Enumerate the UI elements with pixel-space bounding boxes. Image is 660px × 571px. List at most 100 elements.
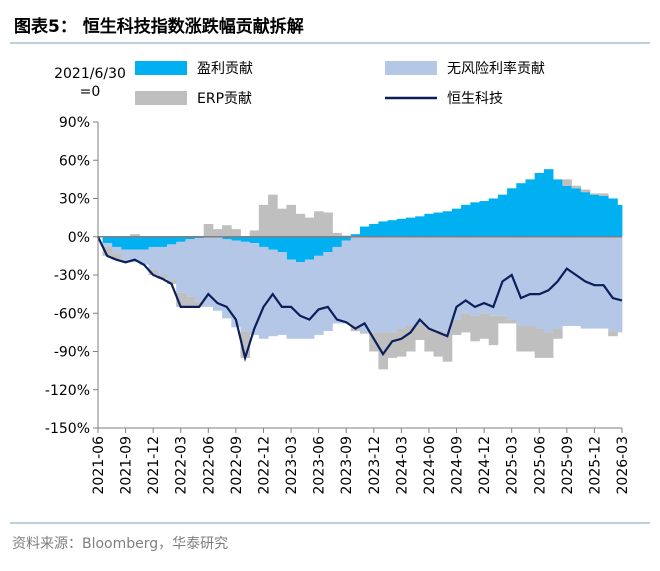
area-segment [304,217,315,237]
area-segment [571,185,582,189]
x-tick-label: 2022-06 [201,436,217,495]
area-segment [277,252,287,335]
area-segment [415,323,425,341]
area-segment [222,236,232,240]
area-segment [516,236,526,326]
x-tick-label: 2022-03 [174,436,190,495]
area-segment [396,328,407,357]
area-segment [341,236,352,241]
area-segment [268,236,278,250]
area-segment [111,236,122,247]
area-segment [378,332,388,370]
legend-label: 盈利贡献 [197,61,253,77]
area-segment [433,212,444,237]
x-tick-label: 2022-09 [229,436,245,495]
area-segment [424,213,434,237]
x-tick-label: 2023-12 [367,436,383,495]
area-segment [543,332,554,358]
area-segment [470,202,480,237]
area-segment [314,255,324,335]
area-segment [442,332,453,362]
y-tick-label: -30% [54,268,90,284]
area-segment [258,246,269,339]
area-segment [608,236,618,332]
area-segment [323,236,333,253]
area-segment [102,243,113,247]
area-segment [286,236,297,260]
area-segment [599,236,609,329]
area-segment [332,232,343,237]
area-segment [369,332,379,352]
area-segment [157,246,168,275]
area-segment [295,213,306,237]
area-segment [543,236,554,333]
area-segment [240,241,251,332]
area-segment [231,240,241,328]
area-segment [185,236,195,240]
area-segment [240,331,251,358]
area-segment [176,292,186,307]
area-segment [258,236,269,247]
area-segment [405,236,416,326]
area-segment [166,280,177,284]
x-tick-label: 2021-09 [119,436,135,495]
x-tick-label: 2026-03 [615,436,631,495]
area-segment [516,183,526,237]
x-tick-label: 2024-03 [394,436,410,495]
area-segment [130,249,140,263]
area-segment [157,236,168,247]
area-segment [589,194,600,237]
area-segment [488,198,499,237]
y-tick-label: 90% [59,115,90,131]
area-segment [222,239,232,319]
area-segment [461,204,471,237]
x-tick-label: 2022-12 [256,436,272,495]
area-segment [415,236,425,324]
area-segment [415,216,425,237]
x-tick-label: 2025-12 [587,436,603,495]
area-segment [277,236,287,253]
source: 资料来源：Bloomberg，华泰研究 [12,536,228,552]
chart-title: 图表5： 恒生科技指数涨跌幅贡献拆解 [14,16,304,37]
area-segment [314,236,324,256]
area-segment [295,262,306,339]
area-segment [534,236,545,329]
area-segment [360,236,370,333]
area-segment [176,241,186,293]
area-segment [543,169,554,237]
area-segment [231,229,241,237]
area-segment [111,246,122,254]
area-segment [442,236,453,333]
area-segment [507,319,517,324]
area-segment [166,236,177,245]
area-segment [617,204,623,237]
area-segment [102,236,113,244]
area-segment [249,230,260,237]
area-segment [562,236,572,326]
area-segment [212,236,223,311]
area-segment [479,313,490,339]
area-segment [111,253,122,260]
y-tick-label: -120% [45,383,90,399]
area-segment [580,189,591,193]
x-tick-label: 2025-09 [560,436,576,495]
area-segment [608,198,618,237]
area-segment [525,236,536,326]
area-segment [212,229,223,237]
area-segment [442,211,453,237]
area-segment [553,179,563,237]
area-segment [332,236,343,247]
area-segment [194,301,205,307]
area-segment [497,236,508,316]
x-tick-label: 2023-09 [339,436,355,495]
x-tick-label: 2024-09 [450,436,466,495]
area-segment [378,221,388,237]
area-segment [461,313,471,333]
area-segment [479,236,490,314]
area-segment [130,234,140,237]
area-segment [295,236,306,263]
area-segment [571,188,582,237]
area-segment [120,249,131,260]
area-segment [139,236,149,250]
